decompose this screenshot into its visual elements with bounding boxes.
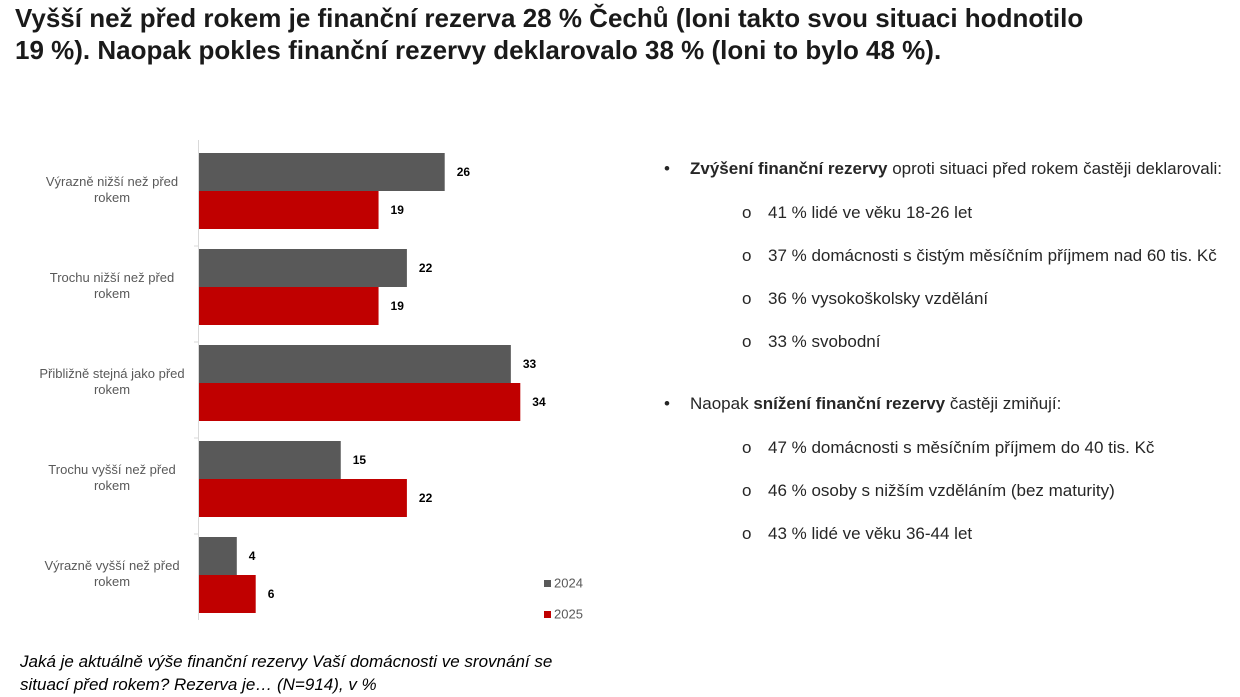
sub-item-text: 47 % domácnosti s měsíčním příjmem do 40… xyxy=(768,438,1155,457)
bar-2025 xyxy=(199,575,256,613)
category-label: Trochu nižší než před rokem xyxy=(50,270,175,301)
sub-bullet-glyph: o xyxy=(742,481,752,500)
bar-2024 xyxy=(199,537,237,575)
category-label-line: Trochu nižší než před xyxy=(50,270,175,285)
legend-label: 2024 xyxy=(554,576,583,591)
sub-item-text: 37 % domácnosti s čistým měsíčním příjme… xyxy=(768,246,1217,265)
sub-item: o 43 % lidé ve věku 36-44 let xyxy=(690,523,1230,545)
sub-bullet-glyph: o xyxy=(742,203,752,222)
category-label-line: rokem xyxy=(94,382,130,397)
finding-decrease-text: častěji zmiňují: xyxy=(945,394,1062,413)
finding-increase-bold: Zvýšení finanční rezervy xyxy=(690,159,888,178)
data-label: 33 xyxy=(523,357,537,371)
data-label: 26 xyxy=(457,165,471,179)
page-title: Vyšší než před rokem je finanční rezerva… xyxy=(15,3,1084,65)
sub-item: o 37 % domácnosti s čistým měsíčním příjm… xyxy=(690,245,1230,267)
bar-2024 xyxy=(199,153,445,191)
sub-bullet-glyph: o xyxy=(742,246,752,265)
finding-increase: • Zvýšení finanční rezervy oproti situac… xyxy=(660,158,1230,353)
data-label: 22 xyxy=(419,491,433,505)
category-label: Přibližně stejná jako před rokem xyxy=(39,366,184,397)
sub-bullet-glyph: o xyxy=(742,332,752,351)
survey-question: Jaká je aktuálně výše finanční rezervy V… xyxy=(20,652,553,694)
sub-item: o 46 % osoby s nižším vzděláním (bez matu… xyxy=(690,480,1230,502)
bullet-glyph: • xyxy=(664,394,670,413)
findings-list: • Zvýšení finanční rezervy oproti situac… xyxy=(660,158,1230,566)
sub-item: o 47 % domácnosti s měsíčním příjmem do 4… xyxy=(690,437,1230,459)
data-label: 15 xyxy=(353,453,367,467)
data-label: 4 xyxy=(249,549,256,563)
sub-item: o 33 % svobodní xyxy=(690,331,1230,353)
legend-swatch-2025 xyxy=(544,611,551,618)
category-label-line: Přibližně stejná jako před xyxy=(39,366,184,381)
category-label-line: Trochu vyšší než před xyxy=(48,462,175,477)
bar-2024 xyxy=(199,441,341,479)
data-label: 6 xyxy=(268,587,275,601)
bar-2024 xyxy=(199,345,511,383)
finding-decrease: • Naopak snížení finanční rezervy častěj… xyxy=(660,393,1230,545)
finding-increase-items: o 41 % lidé ve věku 18-26 let o 37 % domácn… xyxy=(690,202,1230,353)
finding-decrease-pre: Naopak xyxy=(690,394,754,413)
bullet-glyph: • xyxy=(664,159,670,178)
legend-label: 2025 xyxy=(554,607,583,622)
data-label: 19 xyxy=(391,299,405,313)
sub-bullet-glyph: o xyxy=(742,438,752,457)
sub-item: o 36 % vysokoškolsky vzdělání xyxy=(690,288,1230,310)
bar-2025 xyxy=(199,383,521,421)
sub-bullet-glyph: o xyxy=(742,289,752,308)
category-label-line: rokem xyxy=(94,286,130,301)
category-label-line: rokem xyxy=(94,478,130,493)
finding-decrease-items: o 47 % domácnosti s měsíčním příjmem do 4… xyxy=(690,437,1230,545)
sub-item-text: 33 % svobodní xyxy=(768,332,881,351)
data-label: 34 xyxy=(532,395,546,409)
sub-item-text: 43 % lidé ve věku 36-44 let xyxy=(768,524,973,543)
bar-2025 xyxy=(199,287,379,325)
finding-decrease-bold: snížení finanční rezervy xyxy=(753,394,946,413)
bar-2025 xyxy=(199,191,379,229)
sub-item: o 41 % lidé ve věku 18-26 let xyxy=(690,202,1230,224)
legend-swatch-2024 xyxy=(544,580,551,587)
sub-item-text: 41 % lidé ve věku 18-26 let xyxy=(768,203,973,222)
bar-2024 xyxy=(199,249,407,287)
data-label: 19 xyxy=(391,203,405,217)
category-label-line: rokem xyxy=(94,574,130,589)
sub-item-text: 46 % osoby s nižším vzděláním (bez matur… xyxy=(768,481,1115,500)
sub-bullet-glyph: o xyxy=(742,524,752,543)
category-label: Výrazně nižší než před rokem xyxy=(46,174,178,205)
category-label-line: rokem xyxy=(94,190,130,205)
data-label: 22 xyxy=(419,261,433,275)
category-label: Výrazně vyšší než před rokem xyxy=(44,558,179,589)
finding-increase-text: oproti situaci před rokem častěji deklar… xyxy=(887,159,1222,178)
category-label-line: Výrazně vyšší než před xyxy=(44,558,179,573)
category-label-line: Výrazně nižší než před xyxy=(46,174,178,189)
bar-2025 xyxy=(199,479,407,517)
category-label: Trochu vyšší než před rokem xyxy=(48,462,175,493)
sub-item-text: 36 % vysokoškolsky vzdělání xyxy=(768,289,989,308)
